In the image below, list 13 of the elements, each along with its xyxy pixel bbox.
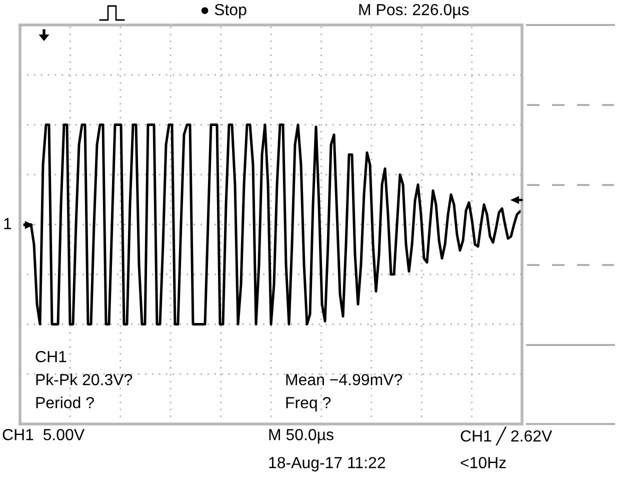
text: CH1 5.00V [2, 428, 84, 440]
text: 18-Aug-17 11:22 [269, 456, 386, 472]
text: ● Stop [201, 4, 246, 18]
text: Freq ? [286, 396, 331, 412]
text: Pk-Pk 20.3V? [36, 374, 132, 386]
text: Mean −4.99mV? [286, 374, 402, 386]
text: M 50.0µs [269, 428, 334, 444]
text: Period ? [36, 396, 94, 408]
text: CH1 ╱ 2.62V [460, 426, 552, 446]
text: M Pos: 226.0µs [359, 4, 469, 18]
text: CH1 [36, 350, 66, 362]
text: <10Hz [460, 456, 506, 468]
text: 1 [4, 218, 12, 230]
